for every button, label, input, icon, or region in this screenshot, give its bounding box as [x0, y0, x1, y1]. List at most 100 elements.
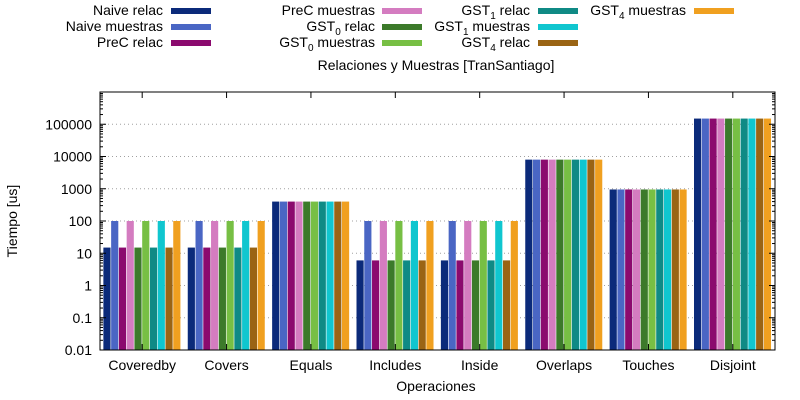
legend-swatch	[382, 24, 422, 30]
legend-swatch	[538, 24, 578, 30]
bar-equals-4	[303, 201, 311, 350]
bar-overlaps-5	[564, 159, 572, 350]
bar-covers-5	[226, 221, 234, 350]
bar-inside-0	[440, 260, 449, 350]
bar-includes-7	[410, 221, 418, 350]
bar-overlaps-0	[525, 159, 533, 350]
legend-label: GST4 relac	[461, 34, 530, 54]
legend-label: Naive muestras	[66, 18, 163, 34]
bar-inside-9	[510, 221, 518, 350]
bar-inside-1	[448, 221, 456, 350]
bar-covers-6	[234, 247, 242, 350]
x-axis-label: Operaciones	[396, 378, 475, 394]
bar-includes-9	[426, 221, 434, 350]
bar-includes-1	[364, 221, 372, 350]
bar-disjoint-1	[701, 118, 709, 350]
bar-covers-1	[195, 221, 203, 350]
y-tick-label: 100	[69, 213, 93, 229]
bar-disjoint-2	[709, 118, 717, 350]
bar-inside-4	[471, 260, 480, 350]
bar-covers-4	[218, 247, 226, 350]
bar-overlaps-4	[556, 159, 564, 350]
bar-covers-3	[211, 221, 219, 350]
y-tick-label: 1000	[61, 181, 92, 197]
bar-touches-9	[679, 189, 687, 350]
legend-label: GST4 muestras	[590, 2, 686, 22]
y-tick-label: 10000	[53, 149, 92, 165]
bar-covers-2	[203, 247, 211, 350]
legend-swatch	[382, 8, 422, 14]
legend-label: Naive relac	[93, 2, 163, 18]
bar-inside-8	[502, 260, 511, 350]
bar-disjoint-7	[748, 118, 756, 350]
bar-inside-6	[487, 260, 495, 350]
y-tick-label: 1	[84, 278, 92, 294]
bar-includes-4	[387, 260, 395, 350]
bar-overlaps-1	[533, 159, 541, 350]
bar-equals-3	[295, 201, 303, 350]
bar-overlaps-9	[595, 159, 603, 350]
bar-coveredby-7	[157, 221, 165, 350]
y-axis: 0.01 0.1 1 10 100 1000 10000 100000	[45, 92, 775, 358]
bar-overlaps-8	[587, 159, 595, 350]
bar-equals-5	[310, 201, 319, 350]
legend-swatch	[171, 24, 211, 30]
bar-touches-8	[671, 189, 679, 350]
bar-includes-5	[395, 221, 403, 350]
bar-overlaps-6	[571, 159, 579, 350]
bar-equals-9	[341, 201, 350, 350]
bar-disjoint-6	[740, 118, 748, 350]
bar-coveredby-1	[111, 221, 119, 350]
bar-equals-1	[279, 201, 288, 350]
y-tick-label: 0.01	[65, 342, 92, 358]
legend-label: GST0 muestras	[279, 34, 375, 54]
bar-equals-0	[272, 201, 280, 350]
x-tick-label: Overlaps	[536, 357, 592, 373]
y-axis-label: Tiempo [us]	[4, 185, 20, 258]
legend-swatch	[171, 8, 211, 14]
bar-inside-7	[495, 221, 503, 350]
bar-includes-2	[372, 260, 380, 350]
bar-covers-8	[249, 247, 258, 350]
legend-label: PreC muestras	[282, 2, 375, 18]
legend-swatch	[382, 40, 422, 46]
bar-touches-1	[617, 189, 625, 350]
legend-label: GST1 muestras	[434, 18, 530, 38]
bar-overlaps-2	[540, 159, 548, 350]
legend-label: GST1 relac	[461, 2, 530, 22]
bar-covers-9	[257, 221, 265, 350]
bar-includes-3	[379, 221, 387, 350]
bar-touches-0	[609, 189, 617, 350]
bar-disjoint-9	[763, 118, 772, 350]
bar-equals-2	[287, 201, 295, 350]
legend-label: GST0 relac	[306, 18, 375, 38]
bar-equals-6	[318, 201, 326, 350]
bar-coveredby-5	[142, 221, 150, 350]
bar-includes-0	[356, 260, 364, 350]
bar-touches-6	[656, 189, 664, 350]
bar-covers-7	[242, 221, 250, 350]
x-tick-label: Equals	[290, 357, 333, 373]
bar-overlaps-3	[548, 159, 556, 350]
bar-disjoint-3	[717, 118, 725, 350]
bar-disjoint-8	[756, 118, 764, 350]
x-axis: Coveredby Covers Equals Includes Inside Overl…	[108, 92, 756, 373]
legend-swatch	[538, 40, 578, 46]
bar-disjoint-5	[732, 118, 740, 350]
bar-coveredby-9	[173, 221, 181, 350]
legend-swatch	[694, 8, 734, 14]
bar-overlaps-7	[579, 159, 587, 350]
bar-disjoint-4	[725, 118, 733, 350]
x-tick-label: Coveredby	[108, 357, 176, 373]
bar-group	[103, 118, 772, 350]
bar-inside-2	[456, 260, 464, 350]
bar-inside-5	[479, 221, 487, 350]
y-tick-label: 10	[76, 245, 92, 261]
bar-covers-0	[187, 247, 195, 350]
bar-coveredby-8	[165, 247, 173, 350]
x-tick-label: Includes	[369, 357, 421, 373]
bar-touches-2	[625, 189, 633, 350]
legend-swatch	[171, 40, 211, 46]
